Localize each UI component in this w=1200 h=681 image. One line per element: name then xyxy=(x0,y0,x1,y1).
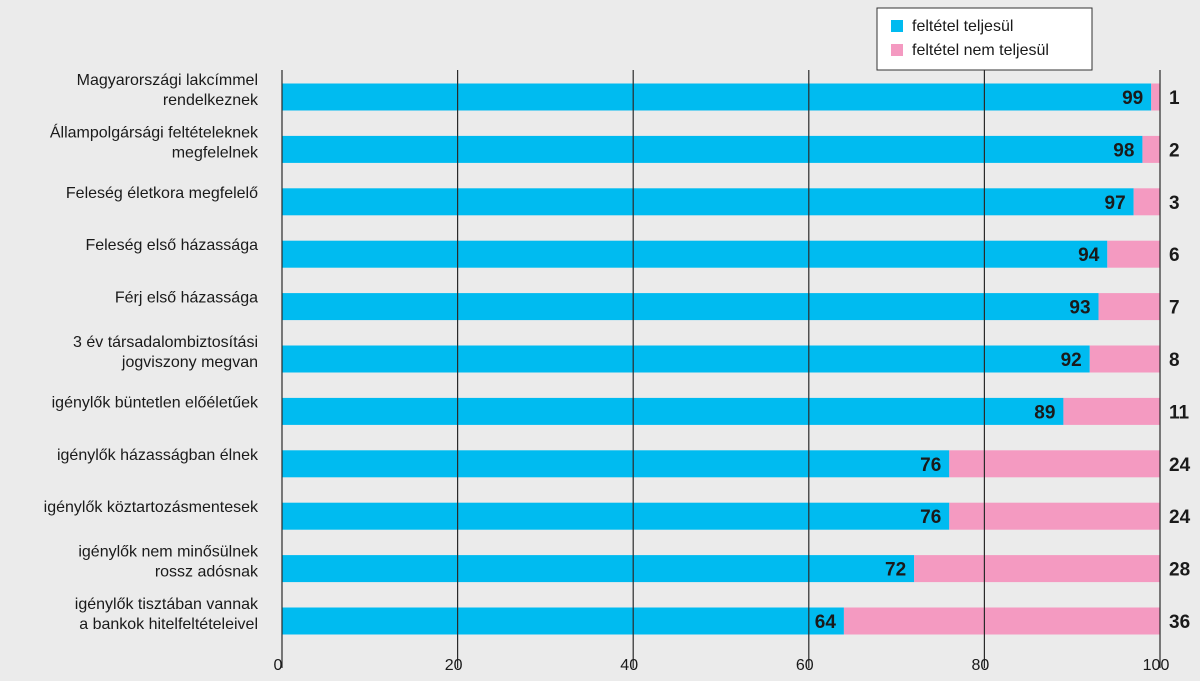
category-label-line: rendelkeznek xyxy=(163,92,259,109)
category-label: Feleség első házassága xyxy=(85,237,258,254)
value-label-teljesul: 99 xyxy=(1122,88,1143,109)
legend: feltétel teljesül feltétel nem teljesül xyxy=(876,7,1093,71)
bar-teljesul xyxy=(282,83,1152,111)
legend-swatch xyxy=(891,44,903,56)
value-label-teljesul: 98 xyxy=(1113,140,1134,161)
value-label-nem-teljesul: 24 xyxy=(1169,507,1191,528)
category-label-line: igénylők házasságban élnek xyxy=(57,447,259,464)
bar-teljesul xyxy=(282,293,1099,321)
bar-teljesul xyxy=(282,450,950,478)
value-label-nem-teljesul: 3 xyxy=(1169,193,1180,214)
category-label: igénylők tisztában vannak a bankok hitelf… xyxy=(75,596,259,633)
bar-nem-teljesul xyxy=(914,555,1160,583)
x-tick-label: 60 xyxy=(796,657,814,674)
category-label-line: Magyarországi lakcímmel xyxy=(77,72,258,89)
value-label-nem-teljesul: 1 xyxy=(1169,88,1180,109)
x-tick-label: 80 xyxy=(972,657,990,674)
value-label-nem-teljesul: 36 xyxy=(1169,612,1190,633)
bar-teljesul xyxy=(282,502,950,530)
value-label-teljesul: 76 xyxy=(920,455,941,476)
value-label-teljesul: 97 xyxy=(1105,193,1126,214)
legend-label: feltétel nem teljesül xyxy=(912,42,1049,59)
category-label: igénylők büntetlen előéletűek xyxy=(52,394,259,411)
value-label-teljesul: 72 xyxy=(885,560,906,581)
bars-group xyxy=(282,83,1160,635)
bar-teljesul xyxy=(282,135,1143,163)
bar-nem-teljesul xyxy=(1089,345,1160,373)
bar-nem-teljesul xyxy=(1063,397,1160,425)
category-label-line: megfelelnek xyxy=(172,144,259,161)
bar-nem-teljesul xyxy=(1107,240,1160,268)
value-label-nem-teljesul: 24 xyxy=(1169,455,1191,476)
gridlines xyxy=(281,70,1161,668)
category-label: 3 év társadalombiztosítási jogviszony meg… xyxy=(73,334,258,371)
category-label-line: igénylők tisztában vannak xyxy=(75,596,259,613)
category-label: Állampolgársági feltételeknek megfelelnek xyxy=(50,122,259,161)
category-label: Férj első házassága xyxy=(115,290,258,307)
category-label-line: rossz adósnak xyxy=(155,564,259,581)
x-tick-label: 20 xyxy=(445,657,463,674)
bar-nem-teljesul xyxy=(843,607,1160,635)
bar-teljesul xyxy=(282,188,1134,216)
bar-nem-teljesul xyxy=(949,502,1160,530)
category-label-line: Feleség életkora megfelelő xyxy=(66,185,258,202)
bar-teljesul xyxy=(282,555,915,583)
value-label-nem-teljesul: 2 xyxy=(1169,140,1180,161)
bar-nem-teljesul xyxy=(1133,188,1160,216)
value-label-teljesul: 76 xyxy=(920,507,941,528)
value-label-teljesul: 93 xyxy=(1069,298,1090,319)
labels-group: Magyarországi lakcímmel rendelkeznek 99 1 Ál… xyxy=(44,72,1191,674)
bar-teljesul xyxy=(282,397,1064,425)
category-label-line: Férj első házassága xyxy=(115,290,258,307)
category-label-line: igénylők büntetlen előéletűek xyxy=(52,394,259,411)
category-label: igénylők nem minősülnek rossz adósnak xyxy=(78,544,259,581)
legend-box xyxy=(876,7,1093,71)
category-label-line: a bankok hitelfeltételeivel xyxy=(79,616,258,633)
value-label-nem-teljesul: 11 xyxy=(1169,402,1190,423)
x-tick-label: 100 xyxy=(1143,657,1170,674)
bar-teljesul xyxy=(282,240,1108,268)
category-label-line: igénylők köztartozásmentesek xyxy=(44,499,259,516)
category-label-line: igénylők nem minősülnek xyxy=(78,544,259,561)
category-label: Magyarországi lakcímmel rendelkeznek xyxy=(77,72,259,109)
value-label-nem-teljesul: 28 xyxy=(1169,560,1190,581)
bar-nem-teljesul xyxy=(1142,135,1160,163)
value-label-nem-teljesul: 7 xyxy=(1169,298,1180,319)
value-label-teljesul: 94 xyxy=(1078,245,1100,266)
value-label-nem-teljesul: 6 xyxy=(1169,245,1180,266)
category-label-line: Állampolgársági feltételeknek xyxy=(50,122,259,141)
category-label-line: 3 év társadalombiztosítási xyxy=(73,334,258,351)
bar-teljesul xyxy=(282,607,844,635)
category-label: Feleség életkora megfelelő xyxy=(66,185,258,202)
value-label-teljesul: 89 xyxy=(1034,402,1055,423)
legend-label: feltétel teljesül xyxy=(912,18,1013,35)
category-label-line: Feleség első házassága xyxy=(85,237,258,254)
value-label-teljesul: 92 xyxy=(1061,350,1082,371)
bar-nem-teljesul xyxy=(1098,293,1160,321)
category-label: igénylők házasságban élnek xyxy=(57,447,259,464)
x-tick-label: 40 xyxy=(620,657,638,674)
bar-nem-teljesul xyxy=(1151,83,1160,111)
value-label-nem-teljesul: 8 xyxy=(1169,350,1180,371)
value-label-teljesul: 64 xyxy=(815,612,837,633)
category-label: igénylők köztartozásmentesek xyxy=(44,499,259,516)
bar-teljesul xyxy=(282,345,1090,373)
x-tick-label: 0 xyxy=(274,657,283,674)
legend-swatch xyxy=(891,20,903,32)
bar-nem-teljesul xyxy=(949,450,1160,478)
category-label-line: jogviszony megvan xyxy=(121,354,258,371)
